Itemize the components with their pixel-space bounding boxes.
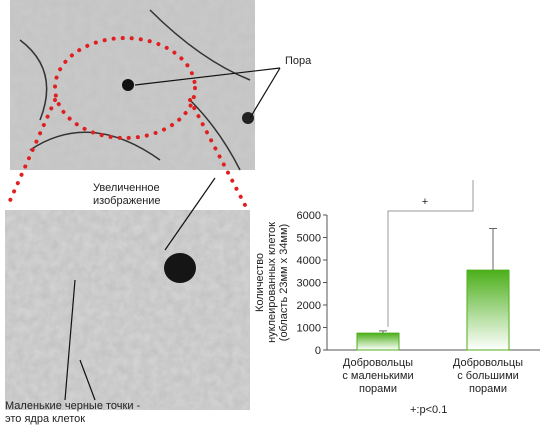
y-tick-label: 0: [315, 345, 321, 357]
y-axis-label: Количествонуклеированных клеток(область …: [254, 222, 290, 343]
y-tick-label: 4000: [297, 255, 321, 267]
footnote: +:p<0.1: [410, 404, 447, 416]
arrows: [64, 67, 281, 401]
significance-bracket: [387, 180, 474, 327]
significance-mark: +: [422, 196, 428, 208]
x-tick-label: Добровольцы с маленькими порами: [342, 357, 413, 395]
magnified-label: Увеличенное изображение: [93, 182, 161, 207]
pore-label: Пора: [285, 55, 312, 67]
bottom-photo: [5, 210, 250, 410]
bar: [466, 269, 510, 351]
top-photo: [10, 0, 255, 171]
bar-chart: 0 1000 2000 3000 4000 5000 6000 Количествонукле…: [254, 180, 540, 395]
y-tick-label: 1000: [297, 323, 321, 335]
y-tick-label: 3000: [297, 278, 321, 290]
nuclei-label: Маленькие черные точки -это ядра клеток: [5, 400, 141, 425]
y-tick-label: 5000: [297, 233, 321, 245]
x-tick-label: Добровольцы с большими порами: [453, 357, 523, 395]
magnify-outline: [6, 36, 247, 207]
bar: [356, 332, 400, 351]
y-tick-label: 6000: [297, 210, 321, 222]
y-tick-label: 2000: [297, 300, 321, 312]
